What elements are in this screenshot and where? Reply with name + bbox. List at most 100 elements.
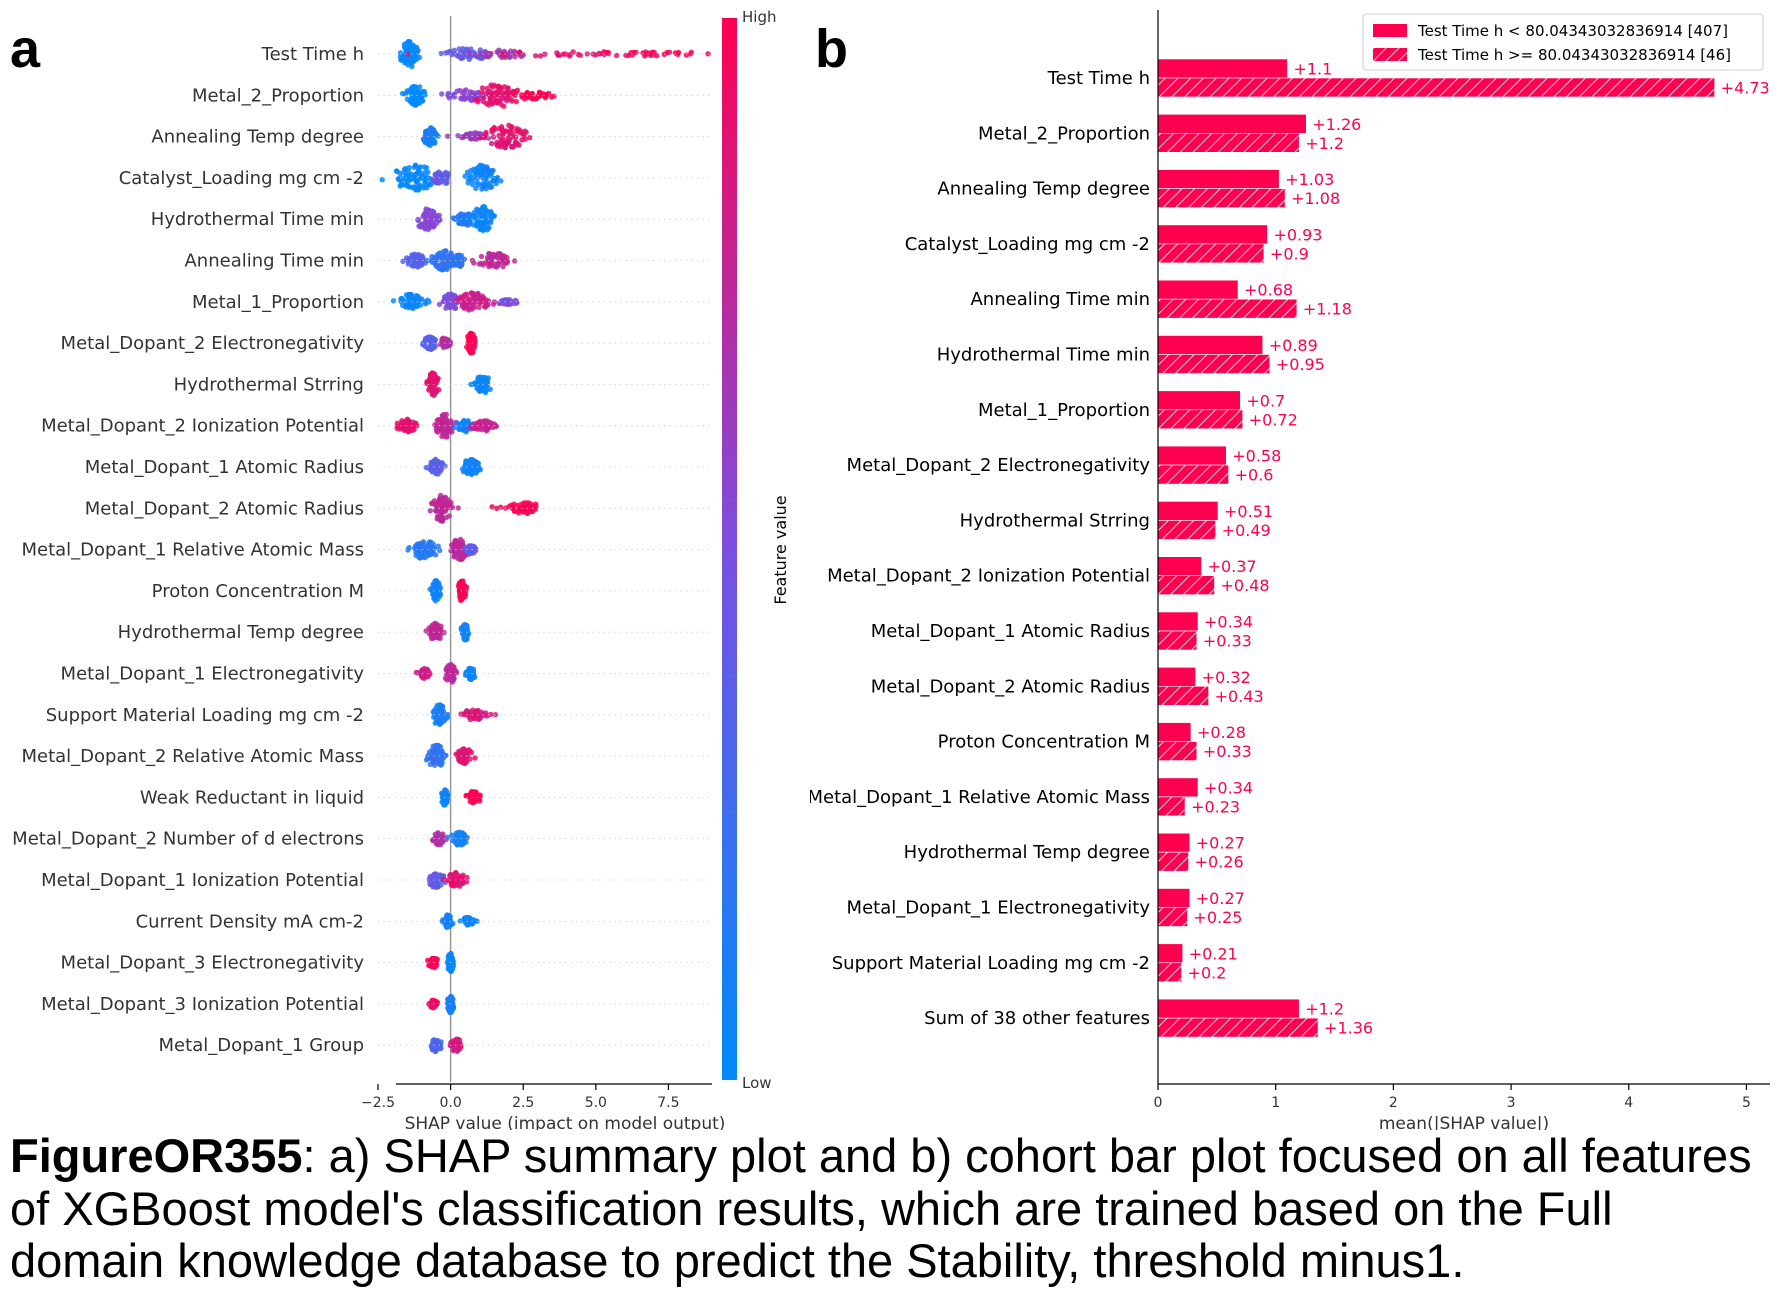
shap-dot bbox=[430, 879, 436, 886]
feature-dots-row bbox=[397, 38, 711, 70]
shap-dot bbox=[512, 258, 518, 264]
shap-dot bbox=[474, 385, 480, 391]
shap-dot bbox=[436, 466, 443, 472]
bar-category-label: Catalyst_Loading mg cm -2 bbox=[905, 234, 1150, 255]
shap-dot bbox=[419, 296, 425, 302]
shap-dot bbox=[484, 164, 490, 170]
shap-dot bbox=[623, 52, 629, 59]
shap-dot bbox=[470, 666, 477, 672]
x-tick-label: 0 bbox=[1154, 1095, 1163, 1111]
shap-dot bbox=[430, 386, 437, 393]
shap-dot bbox=[427, 133, 434, 139]
feature-dots-row bbox=[426, 869, 470, 890]
bar-cohort-low bbox=[1157, 58, 1288, 79]
shap-dot bbox=[396, 177, 402, 183]
shap-dot bbox=[413, 84, 419, 91]
shap-dot bbox=[427, 224, 433, 231]
shap-dot bbox=[429, 126, 435, 133]
shap-dot bbox=[448, 995, 454, 1002]
shap-dot bbox=[444, 677, 450, 683]
shap-dot bbox=[410, 294, 416, 300]
shap-dot bbox=[428, 463, 434, 469]
shap-dot bbox=[446, 419, 453, 426]
feature-dots-row bbox=[423, 742, 478, 768]
shap-dot bbox=[488, 96, 495, 102]
bar-value-label: +0.93 bbox=[1273, 225, 1322, 244]
shap-dot bbox=[475, 89, 482, 96]
bar-cohort-low bbox=[1157, 832, 1191, 853]
bar-value-label: +0.33 bbox=[1203, 742, 1252, 761]
shap-dot bbox=[399, 419, 405, 426]
shap-dot bbox=[446, 1001, 452, 1007]
shap-dot bbox=[443, 428, 449, 434]
bar-cohort-high bbox=[1157, 962, 1182, 983]
bar-value-label: +0.58 bbox=[1232, 447, 1281, 466]
shap-dot bbox=[472, 469, 478, 476]
feature-label: Hydrothermal Temp degree bbox=[118, 622, 364, 643]
shap-dot bbox=[433, 220, 440, 227]
shap-dot bbox=[425, 957, 431, 963]
shap-dot bbox=[423, 757, 430, 763]
shap-dot bbox=[477, 418, 483, 424]
shap-dot bbox=[496, 125, 502, 132]
bar-category-label: Support Material Loading mg cm -2 bbox=[832, 953, 1150, 974]
x-tick-label: −2.5 bbox=[361, 1095, 395, 1111]
shap-dot bbox=[479, 85, 486, 91]
shap-dot bbox=[566, 53, 573, 59]
bar-cohort-high bbox=[1157, 851, 1189, 872]
shap-dot bbox=[455, 53, 462, 60]
shap-dot bbox=[434, 513, 441, 520]
feature-dots-row bbox=[439, 787, 483, 808]
shap-dot bbox=[443, 432, 450, 439]
shap-dot bbox=[429, 1000, 436, 1007]
feature-label: Annealing Temp degree bbox=[151, 127, 364, 148]
shap-dot bbox=[452, 544, 458, 550]
shap-dot bbox=[439, 515, 446, 521]
shap-dot bbox=[460, 589, 466, 595]
caption-figure-id: FigureOR355 bbox=[10, 1129, 303, 1182]
shap-dot bbox=[402, 55, 408, 61]
shap-dot bbox=[441, 801, 447, 808]
shap-dot bbox=[438, 882, 444, 888]
shap-dot bbox=[435, 543, 441, 549]
feature-label: Metal_2_Proportion bbox=[192, 85, 364, 106]
feature-label: Support Material Loading mg cm -2 bbox=[46, 705, 364, 726]
feature-label: Metal_Dopant_2 Ionization Potential bbox=[41, 416, 364, 437]
bar-cohort-high bbox=[1157, 685, 1209, 706]
legend-swatch bbox=[1373, 24, 1407, 37]
shap-dot bbox=[482, 175, 489, 182]
shap-dot bbox=[443, 499, 450, 505]
shap-dot bbox=[481, 376, 487, 383]
bar-value-label: +0.27 bbox=[1196, 834, 1245, 853]
shap-dot bbox=[445, 92, 451, 98]
shap-dot bbox=[449, 957, 456, 963]
shap-dot bbox=[439, 91, 445, 97]
shap-dot bbox=[475, 182, 482, 188]
bar-cohort-high bbox=[1157, 77, 1715, 98]
shap-dot bbox=[451, 1045, 457, 1051]
shap-dot bbox=[504, 254, 510, 261]
shap-dot bbox=[521, 508, 528, 515]
shap-dot bbox=[491, 82, 497, 88]
shap-dot bbox=[425, 169, 431, 176]
shap-dot bbox=[461, 622, 467, 628]
shap-dot bbox=[484, 168, 490, 175]
x-tick-label: 4 bbox=[1624, 1095, 1633, 1111]
caption-text: : a) SHAP summary plot and b) cohort bar… bbox=[10, 1129, 1752, 1288]
bar-cohort-high bbox=[1157, 796, 1186, 817]
shap-dot bbox=[379, 177, 385, 183]
shap-dot bbox=[408, 177, 414, 183]
bar-category-label: Metal_1_Proportion bbox=[978, 400, 1150, 421]
shap-dot bbox=[469, 921, 476, 927]
shap-dot bbox=[445, 256, 451, 263]
shap-dot bbox=[404, 416, 411, 422]
feature-dots-row bbox=[430, 829, 470, 848]
shap-dot bbox=[446, 263, 453, 269]
shap-dot bbox=[489, 101, 496, 107]
shap-dot bbox=[484, 255, 491, 261]
shap-dot bbox=[482, 712, 488, 719]
shap-dot bbox=[476, 135, 483, 141]
shap-dot bbox=[423, 132, 429, 138]
shap-dot bbox=[428, 467, 434, 473]
feature-label: Metal_Dopant_1 Ionization Potential bbox=[41, 870, 364, 891]
